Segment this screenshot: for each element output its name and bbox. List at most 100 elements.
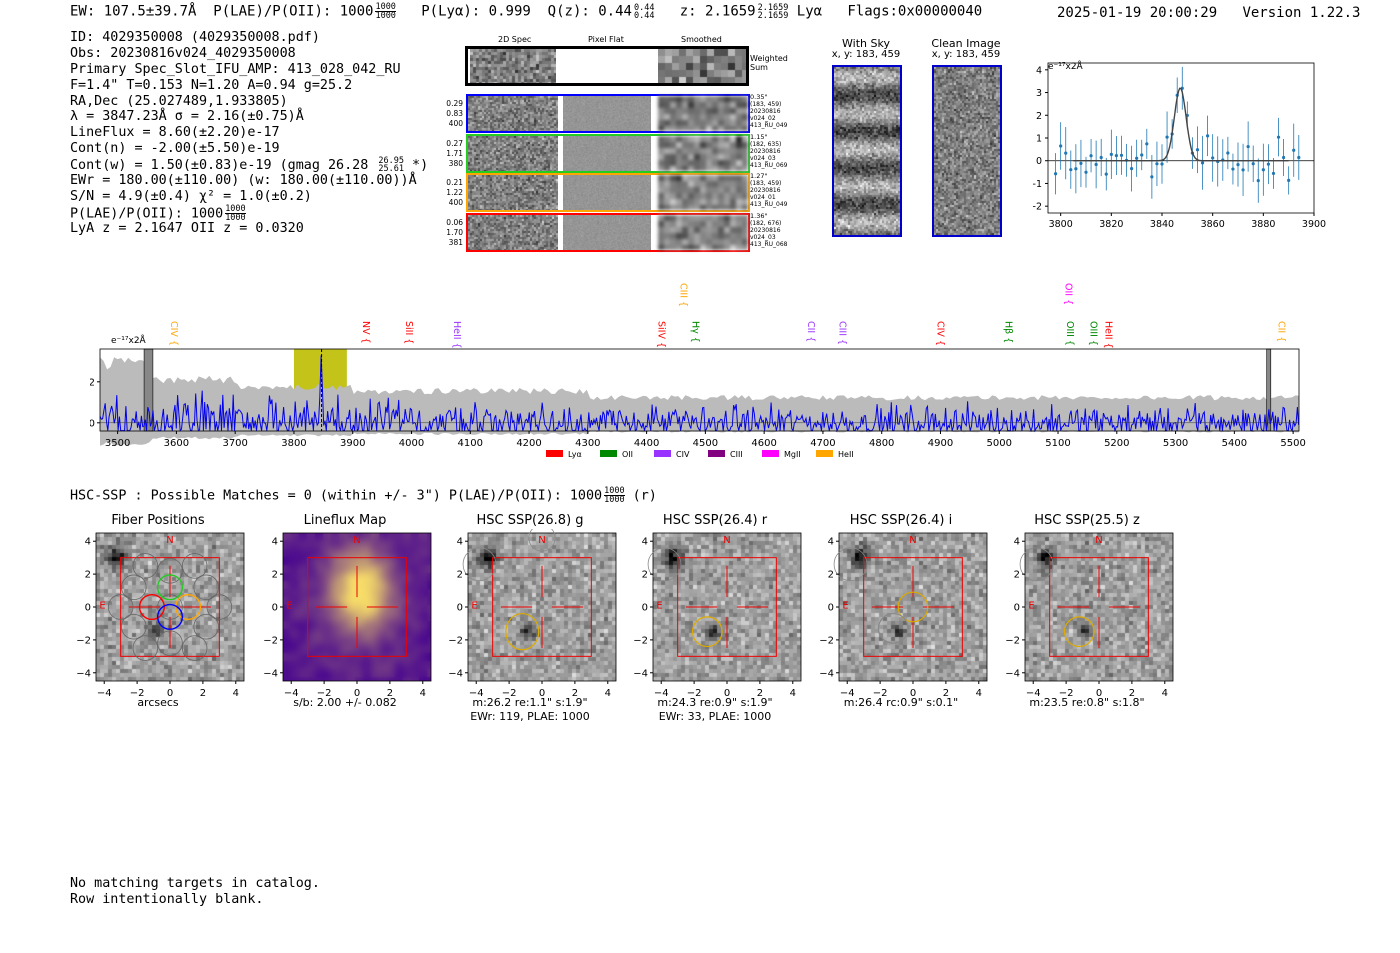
compass-north: N xyxy=(909,535,916,546)
full-xtick-label: 3600 xyxy=(164,438,189,449)
legend-label: OII xyxy=(622,450,633,459)
full-line-label: CIV { xyxy=(168,321,179,346)
full-xtick-label: 4500 xyxy=(693,438,718,449)
hsc-xtick-label: −4 xyxy=(469,688,484,699)
hsc-caption: s/b: 2.00 +/- 0.082 xyxy=(293,696,397,709)
hsc-panel-title: HSC SSP(26.4) r xyxy=(662,513,768,528)
hsc-image xyxy=(1025,533,1173,681)
info-plae-row: P(LAE)/P(OII): 1000 1000 1000 xyxy=(70,205,428,222)
spec2d-row-meta: 1.15" (182, 635) 20230816 v024_03 413_RU_069 xyxy=(750,132,788,169)
spec2d-row-meta: 0.35" (183, 459) 20230816 v024_02 413_RU_049 xyxy=(750,93,788,130)
fiber-circle xyxy=(107,594,134,620)
full-ytick-label: 2 xyxy=(90,377,95,388)
zoom-point xyxy=(1195,148,1200,152)
hsc-panels: Fiber Positions N E −4 −4 −2 −2 0 0 2 2 4 4 arcsecs Li… xyxy=(40,510,1180,730)
legend-swatch xyxy=(546,450,563,457)
zoom-point xyxy=(1130,167,1134,171)
compass-north: N xyxy=(538,535,545,546)
zoom-point xyxy=(1155,162,1159,166)
info-contw-end: *) xyxy=(412,158,429,174)
hsc-caption: m:26.4 rc:0.9" s:0.1" xyxy=(843,696,959,709)
full-line-label: CII { xyxy=(1275,321,1286,342)
info-primary: Primary Spec_Slot_IFU_AMP: 413_028_042_R… xyxy=(70,61,401,77)
hsc-source-ellipse xyxy=(691,616,723,648)
spec2d-row xyxy=(466,94,750,133)
hsc-image xyxy=(283,533,431,681)
hsc-ytick-label: −4 xyxy=(1005,668,1020,679)
full-xtick-label: 4900 xyxy=(928,438,953,449)
hsc-panel-plot: N E −4 −4 −2 −2 0 0 2 2 4 4 xyxy=(819,532,988,699)
zoom-point xyxy=(1150,175,1154,179)
zoom-point xyxy=(1246,144,1250,149)
full-line-label: CII { xyxy=(805,321,816,342)
legend-label: CIII xyxy=(730,450,743,459)
zoom-spectrum-chart: 3800 3820 3840 3860 3880 3900 -2 -1 0 1 2 3 4 xyxy=(1033,62,1326,230)
full-masked-region xyxy=(143,348,154,432)
full-line-label-text: HeII { xyxy=(451,321,462,349)
full-line-label-text: SiIV { xyxy=(655,321,666,348)
full-xtick-label: 3500 xyxy=(105,438,130,449)
spec2d-smoothed-image xyxy=(658,175,748,210)
hsc-caption: m:24.3 re:0.9" s:1.9" xyxy=(657,696,773,709)
fiber-circle xyxy=(193,574,219,601)
hsc-caption: arcsecs xyxy=(137,696,179,709)
full-line-label-text: CIV { xyxy=(168,321,179,346)
full-ytick-label: 0 xyxy=(90,418,95,429)
hsc-image-container xyxy=(468,533,616,681)
hsc-ytick-label: 2 xyxy=(828,570,834,581)
hsc-xtick-label: −4 xyxy=(284,688,299,699)
hsc-xtick-label: 0 xyxy=(539,688,545,699)
fiber-circle xyxy=(157,558,183,584)
full-line-label: Hβ { xyxy=(1003,321,1014,343)
zoom-xtick-label: 3900 xyxy=(1302,219,1326,230)
hsc-panel: Lineflux Map N E −4 −4 −2 −2 0 0 2 2 4 4 s/b: 2.00 +/… xyxy=(255,510,435,725)
legend-label: Lyα xyxy=(568,450,582,459)
hsc-neighbor-circle xyxy=(647,547,682,582)
zoom-point xyxy=(1094,162,1098,167)
spec2d-smoothed-image xyxy=(658,135,748,171)
zoom-point xyxy=(1256,179,1260,183)
zoom-xtick-label: 3800 xyxy=(1049,219,1073,230)
hsc-xtick-label: 2 xyxy=(757,688,763,699)
spec2d-row xyxy=(466,133,750,173)
fiber-circle xyxy=(193,613,219,640)
hsc-image xyxy=(468,533,616,681)
header-z-frac: 2.1659 2.1659 xyxy=(757,2,789,21)
footer-line2: Row intentionally blank. xyxy=(70,891,264,907)
zoom-point xyxy=(1140,153,1144,157)
hsc-panel-plot: N E −4 −4 −2 −2 0 0 2 2 4 4 xyxy=(76,532,245,699)
hsc-panel-title: HSC SSP(26.8) g xyxy=(476,513,584,528)
full-line-label: Hγ { xyxy=(689,321,700,343)
compass-east: E xyxy=(842,601,848,612)
full-spectrum-line xyxy=(99,355,1300,433)
spec2d-row-values: 0.06 1.70 381 xyxy=(446,217,463,247)
spec2d-title-smooth: Smoothed xyxy=(681,35,722,44)
hsc-image-container xyxy=(96,533,244,681)
hsc-ytick-label: 2 xyxy=(457,570,463,581)
full-noise-envelope xyxy=(100,357,1299,446)
sky-image xyxy=(832,65,902,237)
hsc-ytick-label: 4 xyxy=(457,537,463,548)
info-contw: Cont(w) = 1.50(±0.83)e-19 (gmag 26.28 xyxy=(70,158,369,174)
hsc-xtick-label: −4 xyxy=(654,688,669,699)
zoom-frame xyxy=(1047,62,1315,214)
fiber-highlight xyxy=(138,593,165,621)
hsc-panel-title: HSC SSP(26.4) i xyxy=(849,513,953,528)
spec2d-raw-image xyxy=(468,214,558,250)
spec2d-row-meta: 1.36" (182, 676) 20230816 v024_03 413_RU_068 xyxy=(750,211,788,248)
full-line-label: CIII { xyxy=(836,321,847,345)
hsc-neighbor-circle xyxy=(1019,547,1054,582)
zoom-ytick-label: 0 xyxy=(1036,156,1042,167)
legend-label: MgII xyxy=(784,450,801,459)
zoom-point xyxy=(1165,135,1169,139)
hsc-aperture-box xyxy=(677,557,777,657)
full-line-label: CIII { xyxy=(678,283,689,307)
spec2d-flat-image xyxy=(563,96,651,131)
hsc-summary-end: (r) xyxy=(632,488,657,504)
hsc-caption-2: EWr: 33, PLAE: 1000 xyxy=(658,710,772,723)
hsc-panel-plot: N E −4 −4 −2 −2 0 0 2 2 4 4 xyxy=(263,532,432,699)
compass-east: E xyxy=(99,601,105,612)
zoom-point xyxy=(1089,154,1093,158)
zoom-ytick-label: -2 xyxy=(1033,202,1042,213)
hsc-source-ellipse xyxy=(1063,616,1095,648)
